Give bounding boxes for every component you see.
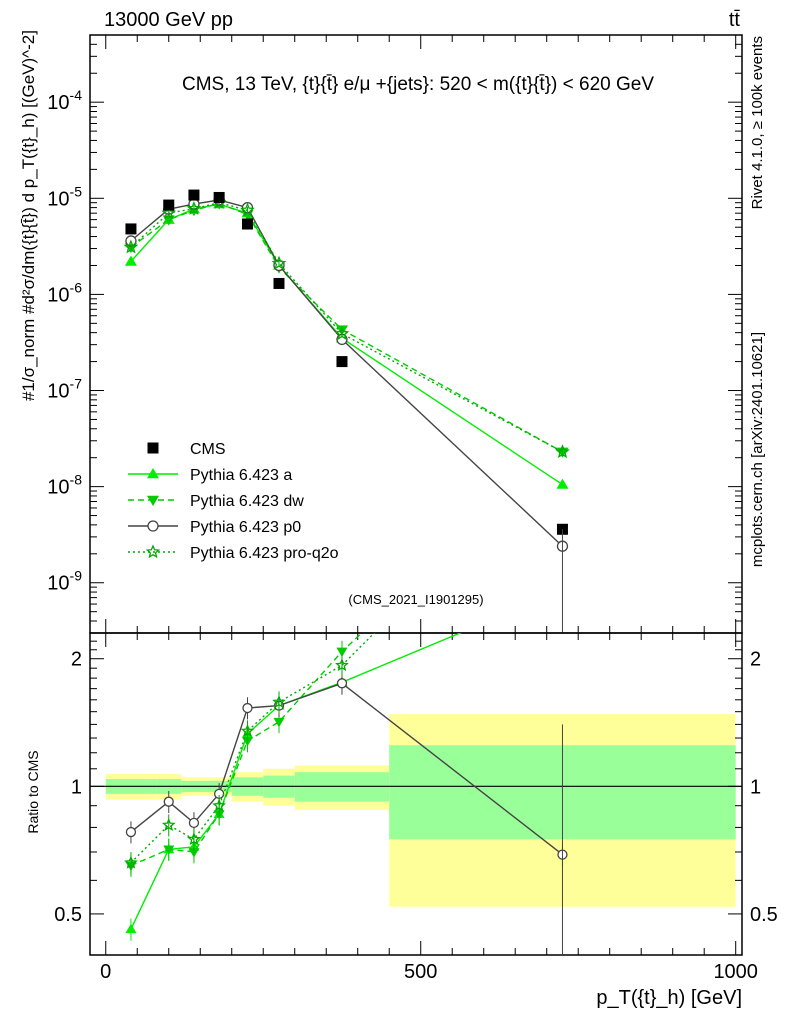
data-point (212, 798, 227, 812)
x-axis-label: p_T({t}_h) [GeV] (596, 987, 742, 1009)
data-point (240, 202, 255, 217)
data-point (188, 848, 200, 858)
side-text-bottom: mcplots.cern.ch [arXiv:2401.10621] (749, 332, 766, 567)
y-tick-label: 10-5 (47, 183, 82, 210)
y-tick-label: 10-9 (47, 568, 82, 595)
data-point (555, 444, 570, 459)
ratio-panel: 0.5 0.5 1 1 2 2 0 500 1000 (54, 632, 778, 983)
ratio-y-tick-label: 1 (71, 776, 82, 798)
data-point (271, 255, 287, 270)
data-point (335, 658, 349, 672)
chart-title: CMS, 13 TeV, {t}{t̄} e/μ +{jets}: 520 < … (182, 74, 654, 95)
legend: CMS Pythia 6.423 a Pythia 6.423 dw Pythia 6… (128, 441, 339, 562)
data-point (242, 702, 253, 714)
data-point (147, 442, 159, 454)
data-point (273, 717, 285, 728)
y-tick-label: 10-7 (47, 376, 82, 403)
ratio-y-tick-label-right: 0.5 (750, 904, 778, 926)
data-point (124, 255, 137, 266)
main-panel: 10-9 10-8 10-7 10-6 10-5 10-4 (47, 34, 743, 634)
data-point (161, 205, 177, 220)
data-point (124, 855, 138, 869)
y-tick-label: 10-6 (47, 279, 82, 306)
data-point (187, 832, 201, 846)
ratio-bands (105, 714, 736, 907)
data-point (125, 826, 137, 838)
data-point (188, 189, 200, 201)
ratio-series-line (130, 682, 563, 856)
side-text-top: Rivet 4.1.0, ≥ 100k events (749, 36, 766, 209)
data-point (336, 678, 348, 689)
x-tick-label: 0 (100, 961, 111, 983)
data-point (145, 544, 161, 559)
ratio-series-line (130, 633, 363, 867)
ratio-frame (89, 632, 743, 956)
data-point (273, 277, 285, 289)
legend-label: Pythia 6.423 pro-q2o (190, 545, 339, 562)
ratio-series-pythia-6-423-pro-q2o (124, 633, 376, 875)
ratio-y-tick-label-right: 1 (750, 776, 761, 798)
legend-label: Pythia 6.423 dw (190, 493, 304, 510)
y-tick-label: 10-4 (47, 87, 82, 114)
series-line (130, 202, 563, 453)
ratio-y-tick-label: 0.5 (54, 904, 82, 926)
analysis-tag: (CMS_2021_I1901295) (348, 592, 483, 607)
data-point (240, 723, 255, 737)
y-tick-label: 10-8 (47, 472, 82, 499)
legend-label: Pythia 6.423 p0 (190, 519, 301, 536)
data-point (163, 796, 174, 807)
legend-label: CMS (190, 441, 226, 458)
data-point (147, 495, 159, 506)
data-point (556, 478, 569, 489)
data-point (147, 468, 159, 479)
series-pythia-6-423-dw (124, 199, 569, 458)
data-point (163, 199, 175, 211)
data-point (272, 694, 286, 708)
data-point (161, 817, 176, 831)
data-point (186, 200, 202, 215)
data-point (147, 520, 159, 532)
data-point (188, 817, 200, 829)
data-point (163, 845, 175, 855)
data-point (334, 326, 350, 341)
ratio-y-tick-label-right: 2 (750, 649, 761, 671)
ratio-series-line (130, 633, 462, 930)
main-frame (89, 34, 743, 634)
ratio-y-axis-label: Ratio to CMS (25, 750, 41, 833)
data-point (125, 923, 137, 934)
data-point (336, 647, 348, 658)
legend-label: Pythia 6.423 a (190, 467, 292, 484)
data-point (213, 191, 225, 203)
y-axis-label: #1/σ_norm #d²σ/dm({t}{t̄}) d p_T({t}_h) … (19, 30, 38, 401)
header-left: 13000 GeV pp (104, 9, 233, 31)
data-point (123, 239, 139, 254)
series-pythia-6-423-pro-q2o (123, 194, 570, 459)
data-point (241, 218, 253, 230)
data-point (125, 223, 137, 235)
data-point (336, 356, 348, 368)
ratio-y-tick-label: 2 (71, 649, 82, 671)
x-tick-label: 1000 (713, 961, 758, 983)
header-right: tt̄ (729, 9, 741, 31)
x-tick-label: 500 (404, 961, 437, 983)
